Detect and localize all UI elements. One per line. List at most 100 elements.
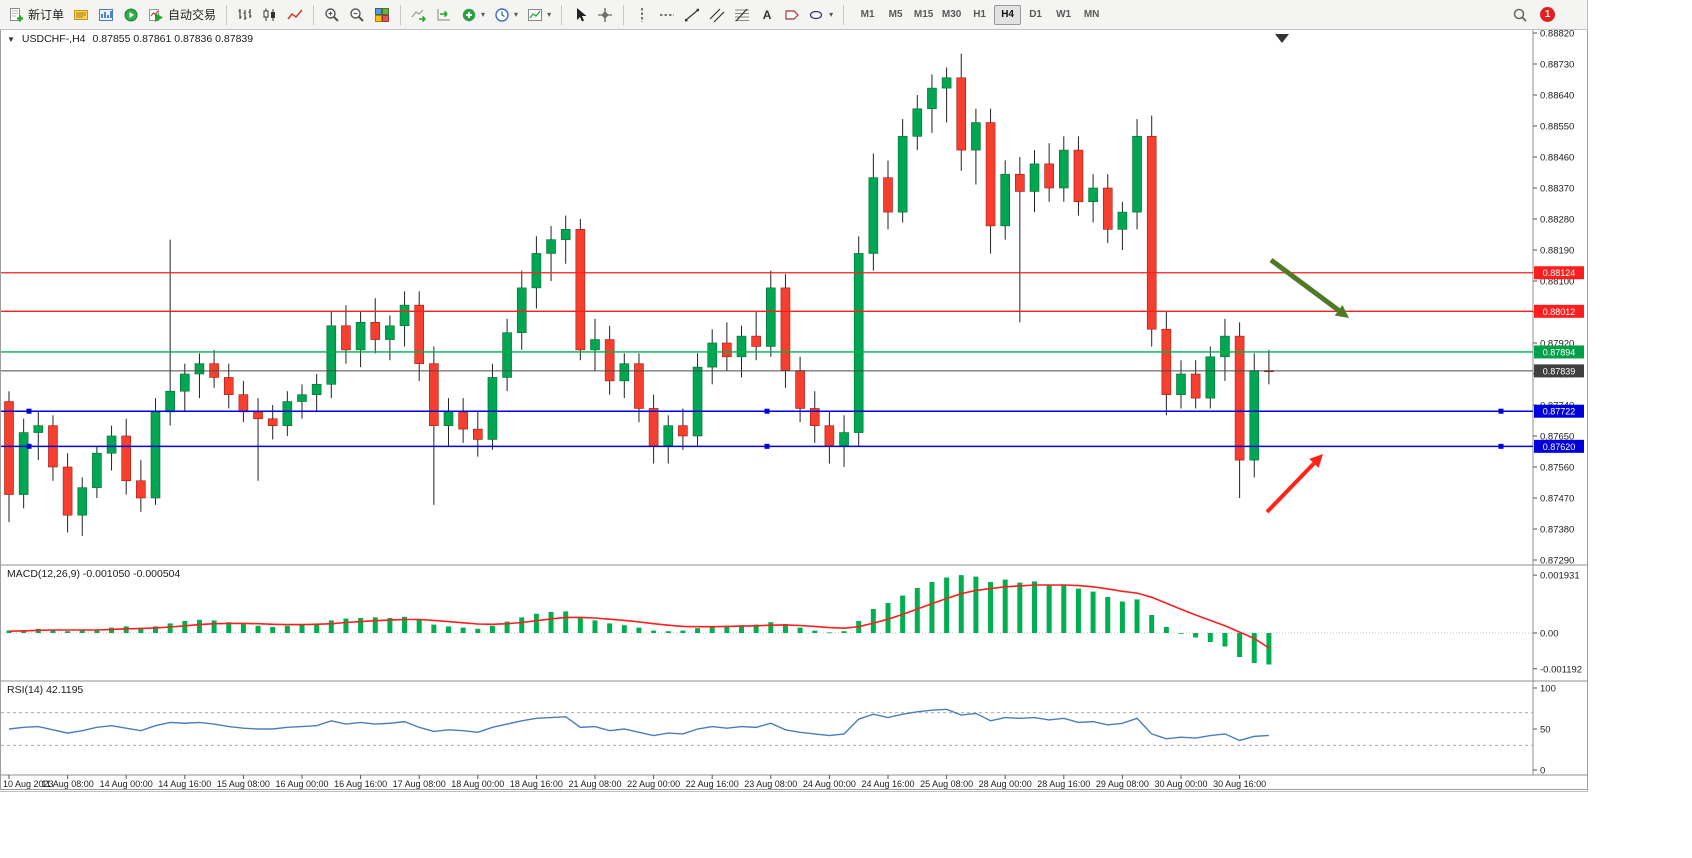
template-icon — [528, 8, 543, 21]
crosshair-button[interactable] — [593, 3, 617, 27]
timeframe-m15-button[interactable]: M15 — [910, 5, 937, 25]
zoom-out-button[interactable] — [345, 3, 369, 27]
timeframe-m5-button[interactable]: M5 — [882, 5, 909, 25]
bull-candle — [546, 239, 556, 254]
auto-trading-button[interactable]: 自动交易 — [144, 3, 220, 27]
cursor-button[interactable] — [568, 3, 592, 27]
time-axis-label: 18 Aug 16:00 — [510, 779, 563, 789]
horizontal-line-button[interactable] — [655, 3, 679, 27]
time-axis-label: 28 Aug 00:00 — [979, 779, 1032, 789]
indicators-button[interactable]: ▾ — [457, 3, 489, 27]
bear-candle — [809, 408, 820, 426]
bull-candle — [502, 332, 512, 378]
trend-arrow-1[interactable] — [1265, 454, 1323, 514]
chart-shift-icon — [437, 8, 451, 21]
bull-candle — [839, 432, 849, 447]
line-handle[interactable] — [1498, 443, 1504, 449]
notification-badge[interactable]: 1 — [1540, 7, 1555, 22]
line-handle[interactable] — [1498, 408, 1504, 414]
price-axis-label: 0.88100 — [1540, 276, 1574, 287]
bear-candle — [1190, 373, 1201, 399]
periods-button[interactable]: ▾ — [490, 3, 522, 27]
bear-candle — [223, 377, 234, 395]
chart-shift-button[interactable] — [432, 3, 456, 27]
timeframe-m1-button[interactable]: M1 — [854, 5, 881, 25]
macd-bar — [973, 576, 979, 633]
bear-candle — [1073, 149, 1084, 203]
timeframe-w1-button[interactable]: W1 — [1050, 5, 1077, 25]
line-chart-button[interactable] — [283, 3, 307, 27]
candlestick-chart-button[interactable] — [258, 3, 282, 27]
chart-window[interactable]: 0.88820 0.88730 0.88640 0.88550 0.88460 0.883… — [0, 30, 1588, 790]
strategy-tester-button[interactable] — [119, 3, 143, 27]
chart-shift-marker[interactable] — [1275, 34, 1289, 43]
macd-bar — [475, 628, 481, 633]
collapse-icon[interactable]: ▼ — [7, 34, 15, 44]
chevron-down-icon: ▾ — [481, 9, 486, 19]
equidistant-channel-button[interactable] — [705, 3, 729, 27]
timeframe-d1-button[interactable]: D1 — [1022, 5, 1049, 25]
macd-bar — [1178, 633, 1184, 634]
rsi-line — [8, 708, 1269, 742]
candlestick-chart-icon — [263, 8, 276, 21]
price-axis-label: 0.88190 — [1540, 245, 1574, 256]
rsi-axis-label: 100 — [1540, 684, 1556, 695]
line-handle[interactable] — [764, 408, 770, 414]
line-handle[interactable] — [764, 443, 770, 449]
chart-canvas[interactable]: 0.88820 0.88730 0.88640 0.88550 0.88460 0.883… — [1, 30, 1588, 790]
trend-arrow-0[interactable] — [1269, 257, 1349, 318]
macd-bar — [1163, 627, 1169, 633]
auto-scroll-button[interactable] — [407, 3, 431, 27]
text-tool-button[interactable]: A — [755, 3, 779, 27]
macd-bar — [563, 611, 569, 633]
data-window-button[interactable] — [94, 3, 118, 27]
bull-candle — [971, 122, 981, 151]
macd-bar — [79, 630, 85, 633]
timeframe-h4-button[interactable]: H4 — [994, 4, 1022, 25]
bar-chart-button[interactable] — [233, 3, 257, 27]
vertical-line-button[interactable] — [630, 3, 654, 27]
fibonacci-button[interactable] — [730, 3, 754, 27]
channel-icon — [709, 8, 725, 22]
timeframe-h1-button[interactable]: H1 — [966, 5, 993, 25]
toolbar-separator — [313, 4, 315, 25]
bear-candle — [575, 229, 586, 351]
time-axis-label: 14 Aug 00:00 — [100, 779, 153, 789]
shapes-button[interactable]: ▾ — [805, 3, 837, 27]
label-tool-button[interactable] — [780, 3, 804, 27]
trendline-button[interactable] — [680, 3, 704, 27]
price-axis-label: 0.87290 — [1540, 555, 1574, 566]
timeframe-m30-button[interactable]: M30 — [938, 5, 965, 25]
macd-bar — [768, 622, 774, 633]
line-handle[interactable] — [26, 443, 32, 449]
bull-candle — [1220, 335, 1230, 358]
line-handle[interactable] — [26, 408, 32, 414]
macd-axis-label: 0.001931 — [1540, 571, 1580, 582]
tile-windows-button[interactable] — [370, 3, 394, 27]
bull-candle — [150, 411, 161, 499]
chart-plot-area[interactable] — [1, 30, 1588, 790]
bull-candle — [897, 136, 908, 213]
macd-bar — [431, 624, 437, 633]
search-button[interactable] — [1508, 3, 1532, 27]
bull-candle — [707, 342, 718, 368]
timeframe-mn-button[interactable]: MN — [1078, 5, 1105, 25]
new-order-icon — [10, 7, 23, 21]
timeframe-buttons: M1 M5 M15 M30 H1 H4 D1 W1 MN — [854, 4, 1105, 25]
bull-candle — [765, 287, 776, 347]
macd-bar — [416, 619, 422, 633]
search-icon — [1513, 8, 1527, 22]
price-axis-label: 0.88550 — [1540, 121, 1574, 132]
bear-candle — [985, 122, 996, 227]
macd-bar — [1134, 599, 1140, 633]
templates-button[interactable]: ▾ — [523, 3, 555, 27]
market-watch-button[interactable] — [69, 3, 93, 27]
macd-bar — [489, 625, 495, 633]
price-axis-label: 0.87470 — [1540, 493, 1574, 504]
bull-candle — [736, 335, 747, 358]
price-axis-label: 0.88640 — [1540, 90, 1574, 101]
new-order-button[interactable]: 新订单 — [4, 3, 68, 27]
clock-icon — [495, 7, 509, 22]
zoom-in-button[interactable] — [320, 3, 344, 27]
macd-bar — [270, 627, 276, 633]
